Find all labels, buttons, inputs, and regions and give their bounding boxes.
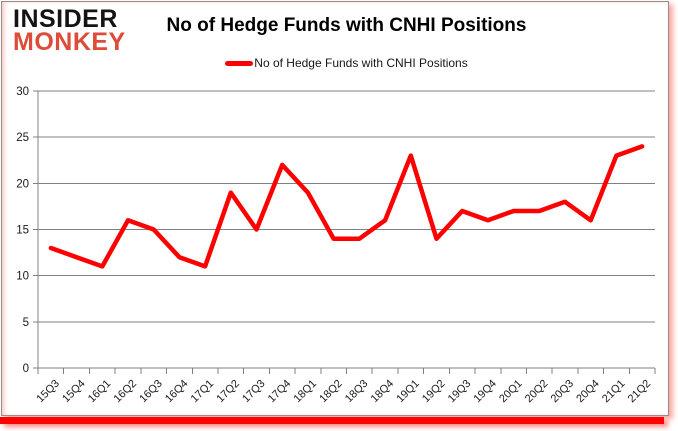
y-tick-label: 20 xyxy=(16,178,29,190)
x-tick-label: 16Q2 xyxy=(112,378,140,406)
x-tick-label: 18Q1 xyxy=(292,378,320,406)
x-tick-label: 15Q3 xyxy=(34,378,62,406)
x-tick-label: 17Q4 xyxy=(266,378,294,406)
y-tick-label: 30 xyxy=(16,86,29,98)
x-tick-label: 19Q3 xyxy=(446,378,474,406)
x-tick-label: 18Q3 xyxy=(343,378,371,406)
chart-title: No of Hedge Funds with CNHI Positions xyxy=(166,15,527,36)
bottom-red-bar xyxy=(0,417,664,424)
x-tick-label: 21Q2 xyxy=(626,378,654,406)
y-tick-label: 5 xyxy=(23,317,29,329)
y-tick-label: 10 xyxy=(16,271,29,283)
x-tick-label: 19Q1 xyxy=(394,378,422,406)
x-tick-label: 20Q4 xyxy=(574,378,602,406)
x-tick-label: 21Q1 xyxy=(600,378,628,406)
legend-line-swatch-icon xyxy=(225,60,254,66)
x-tick-label: 19Q4 xyxy=(471,378,499,406)
x-tick-label: 15Q4 xyxy=(60,378,88,406)
logo-line-monkey: MONKEY xyxy=(13,28,126,56)
x-tick-label: 20Q1 xyxy=(497,378,525,406)
x-tick-label: 18Q4 xyxy=(369,378,397,406)
y-tick-label: 25 xyxy=(16,132,29,144)
legend: No of Hedge Funds with CNHI Positions xyxy=(38,56,655,70)
x-tick-label: 20Q3 xyxy=(549,378,577,406)
chart-frame xyxy=(1,1,669,416)
x-tick-label: 17Q2 xyxy=(214,378,242,406)
x-tick-label: 16Q3 xyxy=(137,378,165,406)
x-tick-label: 17Q1 xyxy=(189,378,217,406)
x-tick-label: 20Q2 xyxy=(523,378,551,406)
x-tick-label: 17Q3 xyxy=(240,378,268,406)
legend-label: No of Hedge Funds with CNHI Positions xyxy=(254,56,468,70)
y-tick-label: 0 xyxy=(23,363,29,375)
x-tick-label: 16Q4 xyxy=(163,378,191,406)
x-tick-label: 16Q1 xyxy=(86,378,114,406)
insider-monkey-logo: INSIDER MONKEY xyxy=(13,5,126,56)
logo-line-insider: INSIDER xyxy=(13,5,118,33)
series-line xyxy=(48,144,645,269)
x-tick-label: 19Q2 xyxy=(420,378,448,406)
x-tick-label: 18Q2 xyxy=(317,378,345,406)
y-tick-label: 15 xyxy=(16,225,29,237)
